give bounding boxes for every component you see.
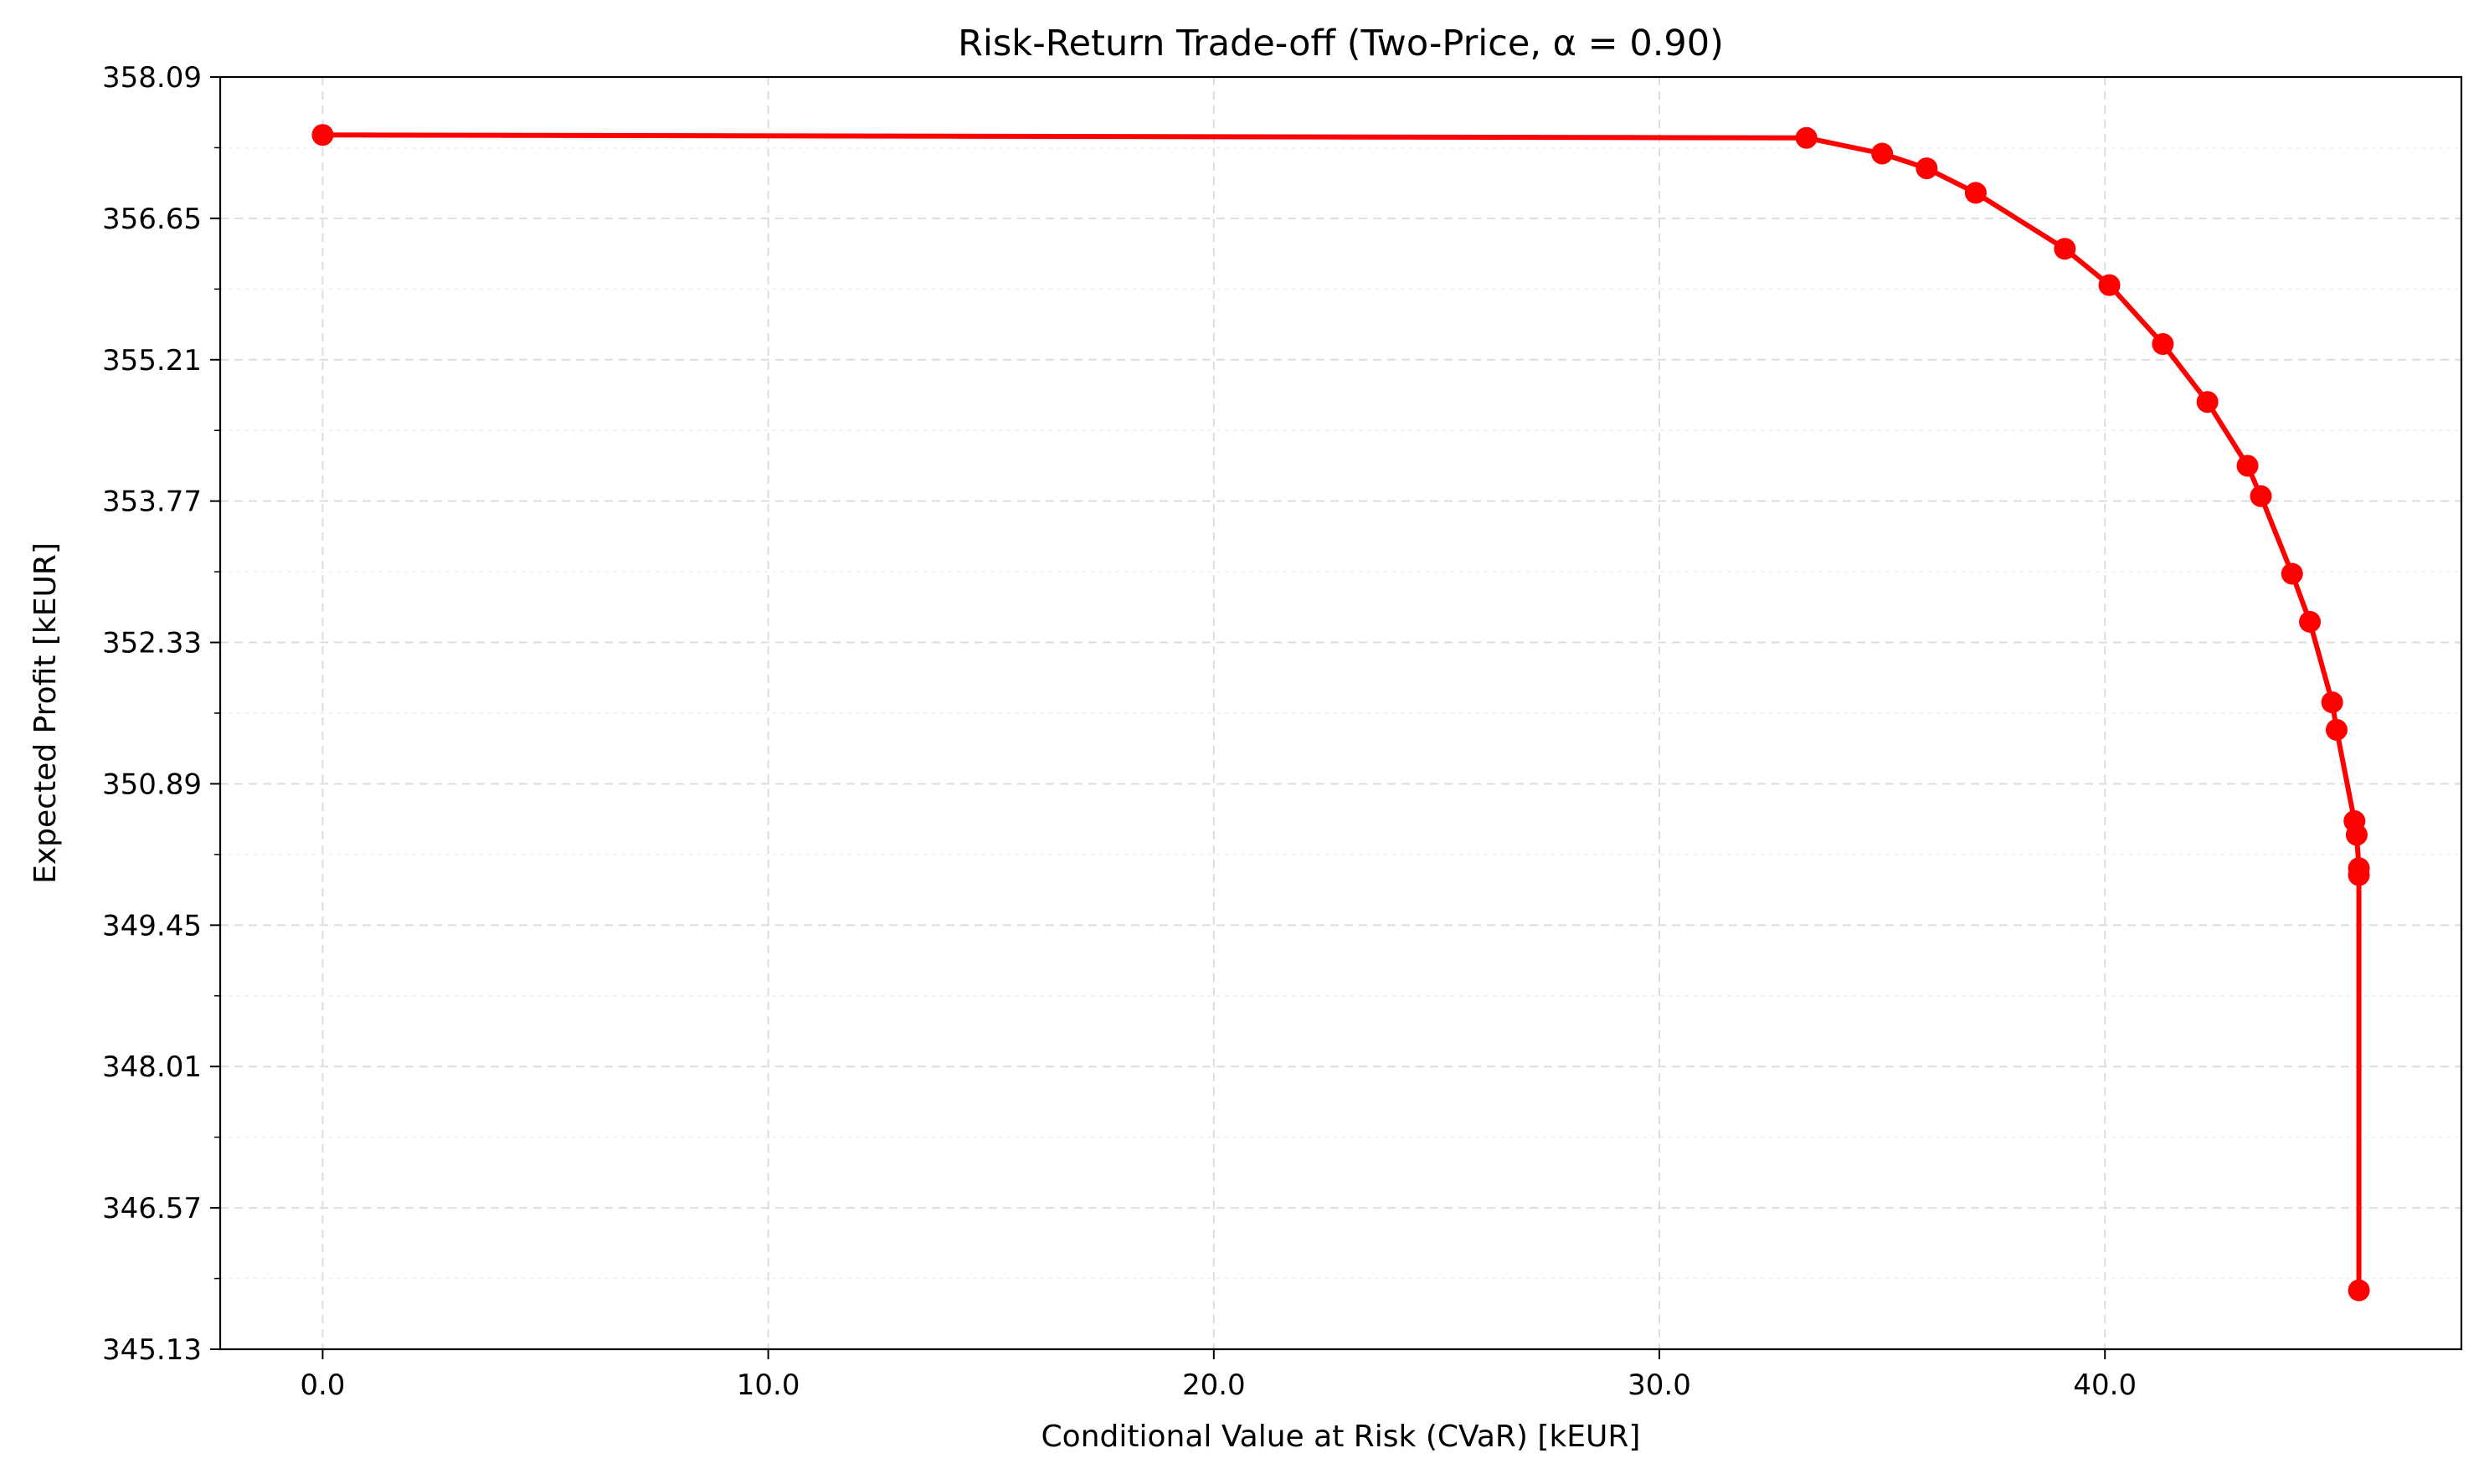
- data-point: [2250, 485, 2272, 507]
- data-point: [2348, 1279, 2370, 1302]
- data-point: [2281, 562, 2303, 585]
- data-point: [2196, 391, 2219, 413]
- y-tick-label: 353.77: [102, 485, 202, 519]
- data-point: [2098, 274, 2121, 296]
- axes: 0.0 10.0 20.0 30.0 40.0 345.13 346.57 348.01 349…: [102, 61, 2137, 1402]
- y-tick-label: 349.45: [102, 909, 202, 942]
- x-tick-label: 0.0: [300, 1368, 345, 1402]
- y-tick-label: 345.13: [102, 1333, 202, 1367]
- data-point: [2054, 238, 2076, 260]
- y-tick-label: 348.01: [102, 1050, 202, 1084]
- x-axis-label: Conditional Value at Risk (CVaR) [kEUR]: [1041, 1420, 1641, 1454]
- series-layer: [311, 124, 2370, 1302]
- y-tick-label: 355.21: [102, 344, 202, 377]
- data-point: [2345, 824, 2368, 846]
- data-point: [1916, 157, 1938, 180]
- x-tick-label: 40.0: [2073, 1368, 2137, 1402]
- data-point: [1795, 126, 1818, 149]
- data-point: [2321, 691, 2343, 714]
- x-tick-label: 10.0: [737, 1368, 800, 1402]
- y-tick-label: 350.89: [102, 768, 202, 801]
- x-tick-label: 20.0: [1182, 1368, 1246, 1402]
- data-point: [2348, 864, 2370, 886]
- data-point: [1871, 142, 1894, 165]
- x-tick-label: 30.0: [1628, 1368, 1691, 1402]
- y-tick-label: 356.65: [102, 203, 202, 236]
- data-point: [311, 124, 334, 146]
- chart-title: Risk-Return Trade-off (Two-Price, α = 0.…: [958, 23, 1724, 64]
- data-point: [2325, 718, 2348, 741]
- y-tick-label: 352.33: [102, 627, 202, 660]
- y-tick-label: 358.09: [102, 61, 202, 95]
- data-point: [2299, 610, 2322, 633]
- y-tick-label: 346.57: [102, 1192, 202, 1225]
- data-point: [1964, 182, 1987, 204]
- data-point: [2152, 333, 2174, 356]
- data-point: [2236, 454, 2259, 477]
- y-axis-label: Expected Profit [kEUR]: [28, 542, 63, 884]
